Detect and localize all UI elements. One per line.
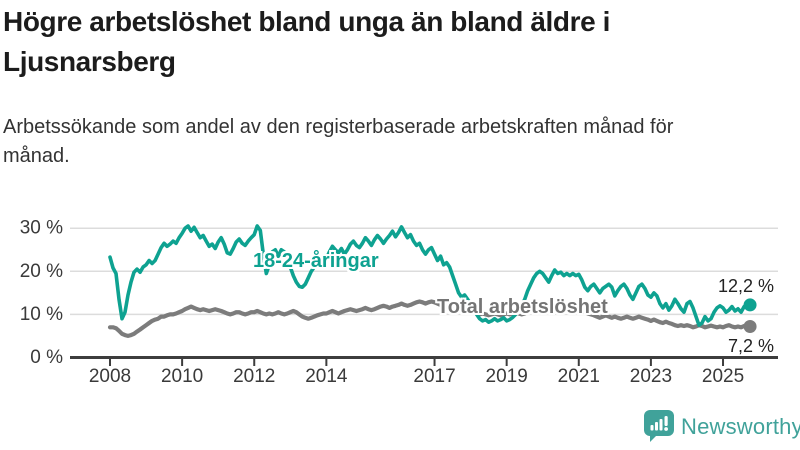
end-value-total: 7,2 %: [727, 336, 774, 356]
y-tick-label: 0 %: [30, 347, 63, 368]
brand-name: Newsworthy: [681, 413, 800, 439]
series-line-total: [107, 299, 753, 338]
x-tick-label: 2012: [233, 366, 275, 387]
series-end-dot-total: [743, 319, 757, 333]
series-line-young: [108, 224, 752, 328]
x-tick-label: 2025: [702, 366, 744, 387]
x-tick-label: 2010: [161, 366, 203, 387]
end-value-young: 12,2 %: [717, 276, 774, 296]
x-tick-label: 2019: [486, 366, 528, 387]
chart-subtitle: Arbetssökande som andel av den registerb…: [3, 116, 674, 167]
newsworthy-logo[interactable]: Newsworthy: [644, 410, 800, 443]
x-tick-label: 2008: [89, 366, 131, 387]
x-tick-label: 2021: [558, 366, 600, 387]
y-tick-label: 20 %: [20, 261, 63, 282]
y-tick-label: 10 %: [20, 304, 63, 325]
x-tick-label: 2023: [630, 366, 672, 387]
newsworthy-icon: [644, 410, 674, 442]
x-tick-label: 2017: [413, 366, 455, 387]
series-label-young: 18-24-åringar: [253, 250, 379, 272]
page-title: Högre arbetslöshet bland unga än bland ä…: [3, 6, 611, 77]
y-tick-label: 30 %: [20, 218, 63, 239]
x-tick-label: 2014: [305, 366, 348, 387]
series-label-total: Total arbetslöshet: [437, 296, 608, 318]
series-end-dot-young: [743, 298, 757, 312]
